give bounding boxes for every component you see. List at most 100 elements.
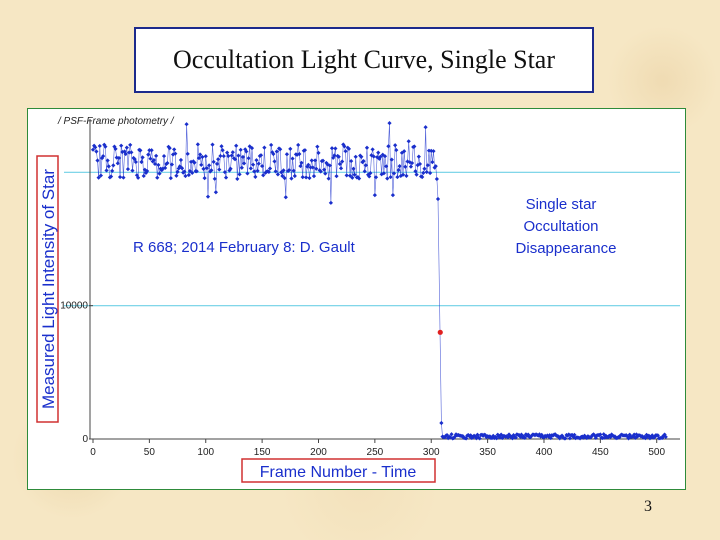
data-point — [160, 166, 166, 171]
data-point — [397, 164, 402, 169]
data-point — [467, 434, 472, 439]
data-point — [557, 436, 562, 441]
data-point — [617, 435, 622, 440]
highlight-point — [437, 329, 443, 335]
data-point — [205, 194, 211, 199]
data-point — [522, 435, 527, 441]
data-point — [632, 432, 637, 437]
data-point — [123, 151, 128, 157]
data-point — [203, 154, 208, 159]
data-point — [237, 172, 242, 177]
data-point — [368, 171, 373, 176]
data-point — [106, 164, 111, 169]
data-point — [210, 142, 215, 147]
data-point — [393, 143, 398, 148]
y-axis-label: Measured Light Intensity of Star — [39, 169, 58, 409]
data-point — [408, 164, 414, 169]
data-point — [294, 152, 300, 157]
series-layer — [90, 121, 668, 441]
x-tick-label: 300 — [423, 447, 440, 458]
data-point — [413, 169, 418, 174]
data-point — [124, 145, 129, 150]
data-point — [292, 173, 297, 179]
data-point — [111, 163, 116, 168]
data-point — [566, 432, 571, 437]
data-point — [298, 163, 303, 169]
data-point — [381, 171, 386, 176]
data-point — [90, 147, 96, 152]
data-point — [253, 174, 258, 180]
data-point — [307, 175, 312, 181]
data-point — [609, 432, 614, 437]
data-point — [402, 149, 407, 154]
data-point — [214, 161, 220, 166]
data-point — [219, 144, 224, 149]
data-point — [417, 161, 423, 167]
x-tick-label: 150 — [254, 447, 271, 458]
data-point — [572, 432, 577, 437]
data-point — [602, 435, 607, 440]
data-point — [308, 165, 313, 170]
data-point — [537, 432, 542, 437]
data-point — [343, 149, 348, 154]
data-point — [460, 433, 465, 439]
data-point — [375, 155, 380, 160]
chart-subtitle: / PSF-Frame photometry / — [57, 116, 175, 127]
data-point — [154, 153, 159, 158]
data-point — [661, 433, 666, 438]
data-point — [529, 433, 534, 438]
data-point — [179, 166, 185, 171]
data-point — [358, 153, 363, 158]
data-point — [384, 164, 389, 169]
data-point — [448, 435, 453, 440]
data-point — [146, 152, 151, 157]
data-point — [178, 157, 184, 163]
data-point — [221, 153, 226, 159]
data-point — [494, 436, 499, 441]
data-point — [128, 142, 133, 148]
data-point — [125, 166, 131, 172]
data-point — [155, 175, 160, 180]
data-point — [129, 150, 134, 155]
data-point — [199, 162, 204, 168]
x-tick-label: 250 — [367, 447, 384, 458]
data-point — [288, 146, 293, 151]
data-point — [232, 157, 238, 162]
data-point — [297, 151, 302, 157]
data-point — [161, 153, 167, 159]
data-point — [121, 175, 126, 180]
data-point — [356, 176, 362, 181]
data-point — [635, 434, 640, 439]
data-point — [228, 166, 233, 171]
data-point — [416, 154, 421, 159]
data-point — [238, 147, 243, 152]
data-point — [349, 158, 354, 164]
data-point — [283, 195, 288, 200]
data-point — [116, 155, 122, 161]
data-point — [434, 176, 439, 182]
x-tick-label: 400 — [536, 447, 553, 458]
data-point — [97, 143, 102, 149]
data-point — [342, 144, 347, 149]
x-tick-label: 50 — [144, 447, 156, 458]
data-point — [400, 172, 406, 177]
data-point — [346, 146, 352, 151]
data-point — [194, 169, 199, 174]
data-point — [311, 174, 317, 179]
data-point — [370, 147, 375, 152]
data-point — [248, 166, 253, 171]
data-point — [284, 152, 290, 157]
data-point — [112, 144, 117, 149]
data-point — [145, 168, 150, 174]
data-point — [559, 433, 565, 438]
data-point — [517, 432, 522, 438]
data-point — [435, 196, 441, 202]
data-point — [147, 148, 152, 153]
data-point — [519, 432, 524, 437]
data-point — [483, 433, 488, 438]
data-point — [545, 433, 550, 438]
data-point — [544, 434, 549, 439]
labels-layer: / PSF-Frame photometry / Measured Light … — [36, 116, 616, 483]
data-point — [391, 171, 397, 176]
data-point — [592, 433, 597, 438]
